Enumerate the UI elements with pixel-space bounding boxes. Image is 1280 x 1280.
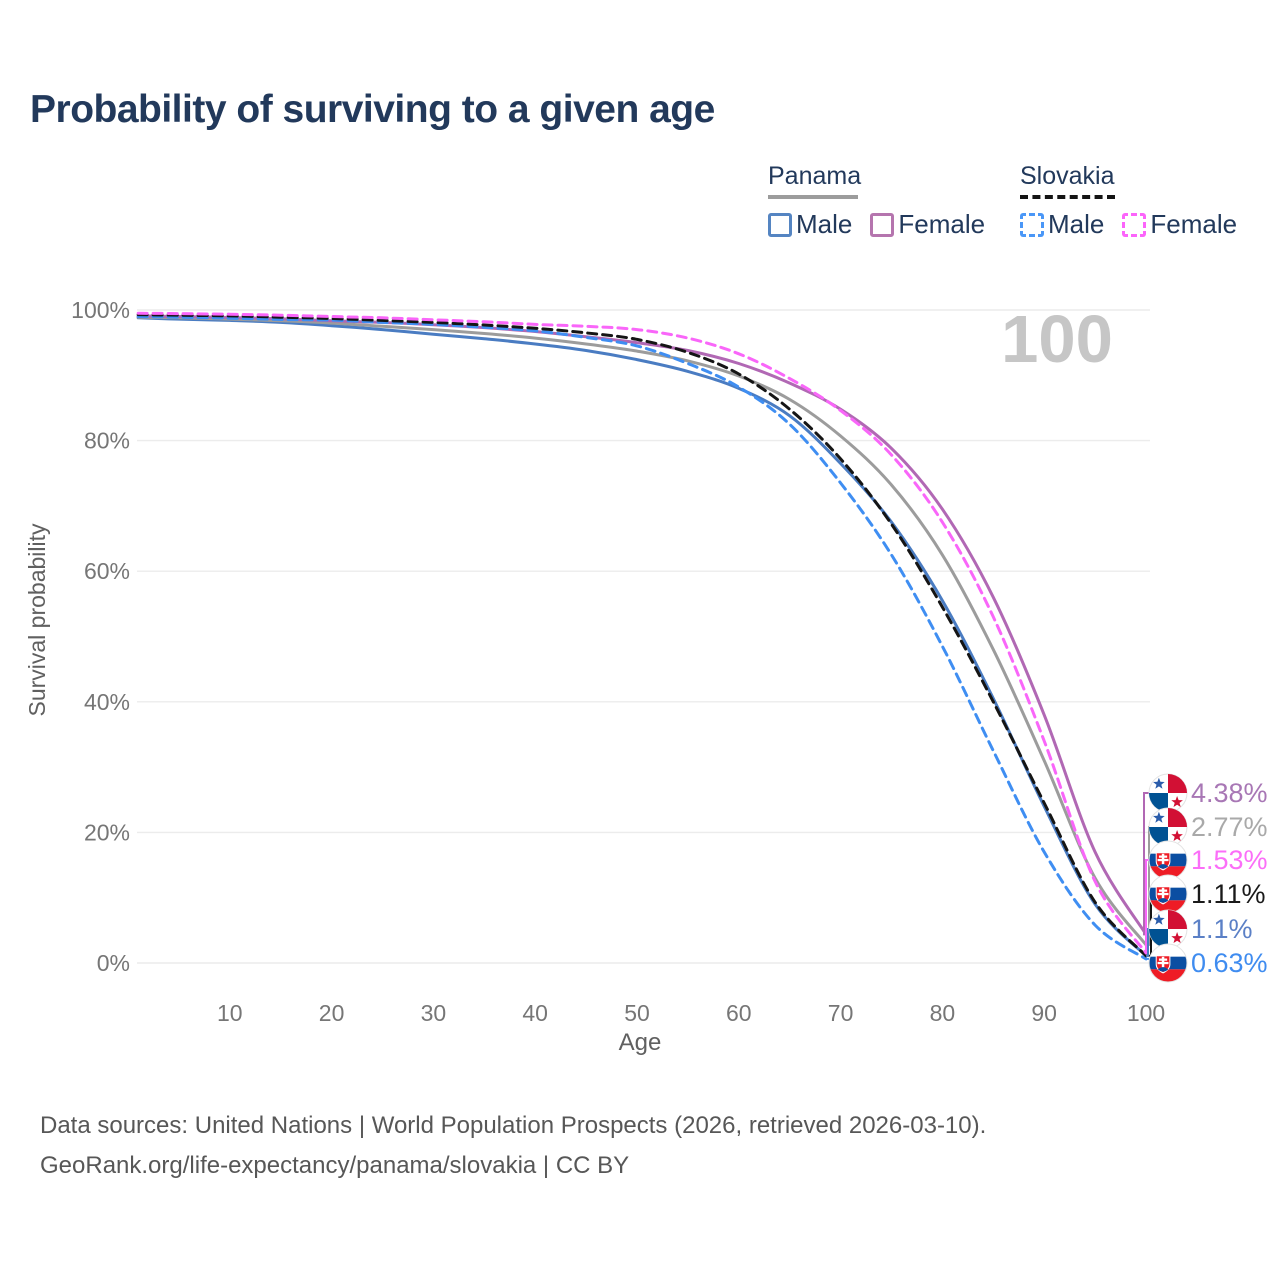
panama-flag-icon xyxy=(1148,807,1188,847)
y-tick-label: 0% xyxy=(97,950,130,976)
end-label-value-slovakia-overall: 1.11% xyxy=(1191,879,1266,909)
x-tick-label: 80 xyxy=(930,1000,956,1026)
x-axis-title: Age xyxy=(619,1029,662,1056)
x-tick-label: 70 xyxy=(828,1000,854,1026)
end-label-value-panama-overall: 2.77% xyxy=(1191,812,1268,842)
legend-group-slovakia: Slovakia Male Female xyxy=(1020,162,1237,240)
x-tick-label: 20 xyxy=(319,1000,345,1026)
page-title: Probability of surviving to a given age xyxy=(30,88,715,131)
series-line-panama-female[interactable] xyxy=(136,314,1148,936)
series-line-panama-male[interactable] xyxy=(136,316,1148,958)
legend-group-panama: Panama Male Female xyxy=(768,162,985,240)
legend-country-slovakia-label: Slovakia xyxy=(1020,162,1115,190)
panama-overall-line-swatch xyxy=(768,195,858,199)
legend-panama-female-label: Female xyxy=(898,209,986,239)
y-tick-label: 100% xyxy=(71,297,130,323)
panama-flag-icon xyxy=(1148,773,1188,813)
slovakia-male-checkbox[interactable] xyxy=(1020,212,1044,237)
x-tick-label: 10 xyxy=(217,1000,243,1026)
panama-flag-icon xyxy=(1148,909,1188,949)
x-tick-label: 50 xyxy=(624,1000,650,1026)
series-line-slovakia-female[interactable] xyxy=(136,311,1148,955)
end-label-value-panama-female: 4.38% xyxy=(1191,778,1268,808)
footer-data-sources: Data sources: United Nations | World Pop… xyxy=(40,1112,987,1139)
survival-chart: 0% 20% 40% 60% 80% 100% 10 20 30 40 50 60 70 80 90 100 A… xyxy=(0,270,1280,1085)
x-tick-label: 60 xyxy=(726,1000,752,1026)
legend-slovakia-male-label: Male xyxy=(1048,209,1105,239)
panama-male-checkbox[interactable] xyxy=(768,212,792,237)
slovakia-overall-line-swatch xyxy=(1020,195,1115,199)
legend-panama-male[interactable]: Male xyxy=(768,209,852,240)
series-line-slovakia-male[interactable] xyxy=(136,315,1148,961)
y-tick-label: 60% xyxy=(84,558,130,584)
y-tick-label: 40% xyxy=(84,689,130,715)
x-tick-label: 90 xyxy=(1031,1000,1057,1026)
end-label-value-slovakia-male: 0.63% xyxy=(1191,948,1268,978)
slovakia-flag-icon xyxy=(1148,874,1188,914)
legend-panama-female[interactable]: Female xyxy=(870,209,985,240)
footer-attribution: GeoRank.org/life-expectancy/panama/slova… xyxy=(40,1152,630,1179)
hover-age-watermark: 100 xyxy=(1001,302,1113,377)
slovakia-flag-icon xyxy=(1148,840,1188,880)
legend-slovakia-female[interactable]: Female xyxy=(1122,209,1237,240)
x-tick-label: 40 xyxy=(522,1000,548,1026)
series-line-slovakia-overall[interactable] xyxy=(136,313,1148,958)
legend-panama-male-label: Male xyxy=(796,209,853,239)
y-tick-label: 20% xyxy=(84,819,130,845)
y-tick-label: 80% xyxy=(84,428,130,454)
footer: Data sources: United Nations | World Pop… xyxy=(40,1106,986,1186)
panama-female-checkbox[interactable] xyxy=(870,212,895,237)
slovakia-female-checkbox[interactable] xyxy=(1122,212,1147,237)
legend-slovakia-female-label: Female xyxy=(1150,209,1238,239)
end-label-value-panama-male: 1.1% xyxy=(1191,914,1253,944)
legend-slovakia-male[interactable]: Male xyxy=(1020,209,1104,240)
slovakia-flag-icon xyxy=(1148,943,1188,983)
series-line-panama-overall[interactable] xyxy=(136,315,1148,947)
end-label-value-slovakia-female: 1.53% xyxy=(1191,845,1268,875)
x-tick-label: 30 xyxy=(421,1000,447,1026)
legend-country-panama-label: Panama xyxy=(768,162,862,190)
x-tick-label: 100 xyxy=(1127,1000,1165,1026)
y-axis-title: Survival probability xyxy=(24,523,50,717)
